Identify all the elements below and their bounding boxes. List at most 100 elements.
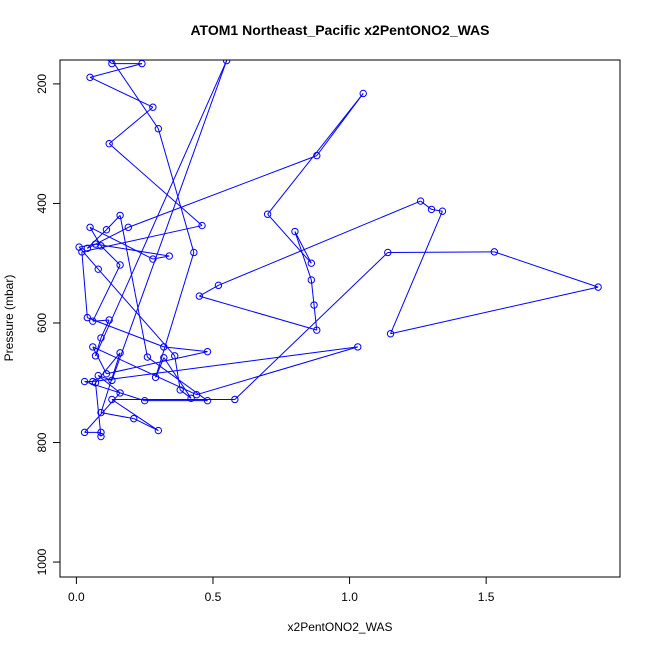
data-point [386, 330, 395, 338]
data-point [97, 428, 105, 437]
series-segment [87, 36, 95, 43]
data-point [151, 373, 160, 382]
series-segment [196, 346, 358, 396]
data-point [313, 326, 321, 334]
data-point [92, 33, 98, 39]
data-point [214, 281, 223, 290]
data-point [78, 248, 86, 256]
data-point [313, 151, 321, 160]
series-segment [294, 231, 312, 281]
data-point [354, 343, 362, 351]
series-segment [92, 346, 358, 383]
series-segment [390, 286, 599, 335]
data-point [80, 428, 89, 437]
series-segment [92, 346, 107, 375]
data-point [108, 376, 116, 385]
series-segment [95, 352, 121, 384]
data-point [97, 334, 105, 342]
series-segment [111, 60, 159, 130]
x-tick-label: 1.5 [478, 590, 495, 604]
series-segment [92, 264, 121, 322]
data-point [94, 371, 102, 380]
series-segment [106, 351, 208, 375]
data-point [154, 125, 163, 133]
data-point [195, 292, 204, 300]
data-point [291, 227, 299, 236]
y-axis: 200 400 600 800 1000 [35, 74, 60, 575]
series-segment [108, 106, 154, 145]
data-point [359, 89, 367, 98]
data-point [384, 248, 392, 257]
data-point [171, 352, 179, 360]
y-tick-label: 400 [35, 193, 49, 213]
data-point [83, 244, 92, 252]
data-point [310, 301, 318, 309]
data-point [160, 353, 168, 362]
series-segment [86, 229, 107, 249]
data-point [138, 60, 146, 68]
data-point [154, 426, 163, 435]
data-point [438, 207, 447, 215]
data-point [149, 103, 157, 111]
data-point [130, 414, 138, 423]
data-point [94, 265, 102, 273]
series-segment [81, 251, 88, 318]
series-segment [100, 412, 134, 420]
data-point [198, 221, 206, 230]
data-point [89, 317, 97, 325]
series-segment [89, 76, 154, 108]
series-segment [147, 356, 208, 402]
data-point [203, 347, 212, 356]
data-point [187, 394, 195, 402]
data-point [97, 408, 105, 417]
series-segment [431, 208, 443, 212]
series-segment [81, 225, 203, 253]
y-tick-label: 800 [35, 432, 49, 452]
series-segment [199, 295, 317, 331]
series-segment [155, 252, 195, 378]
series-segment [174, 355, 181, 391]
series-segment [157, 128, 195, 253]
series-segment [128, 155, 317, 228]
series-segment [390, 211, 443, 334]
series-segment [494, 251, 599, 288]
data-point [102, 226, 111, 234]
data-point [102, 370, 111, 378]
series-segment [100, 352, 121, 413]
data-point [190, 248, 198, 257]
data-point [231, 395, 239, 404]
series-segment [100, 245, 121, 266]
data-point [89, 343, 97, 351]
data-point [83, 313, 92, 322]
data-point [105, 316, 113, 324]
data-point [84, 40, 90, 46]
data-point [416, 197, 425, 205]
data-point [490, 248, 499, 256]
data-point [97, 432, 105, 441]
series-segment [111, 60, 228, 381]
data-point [143, 353, 152, 361]
data-point [192, 391, 201, 399]
y-tick-label: 200 [35, 74, 49, 94]
data-point [91, 352, 100, 360]
data-point [116, 349, 124, 357]
data-point [105, 139, 113, 148]
data-point [91, 379, 100, 387]
data-point [594, 283, 602, 291]
series-segment [218, 200, 421, 286]
series-segment [106, 60, 113, 64]
series-segment [111, 399, 159, 431]
series-segment [87, 317, 164, 348]
y-tick-label: 600 [35, 313, 49, 333]
data-point [307, 259, 316, 267]
x-axis: 0.0 0.5 1.0 1.5 [68, 577, 495, 604]
data-point [108, 395, 116, 404]
data-point [124, 223, 132, 232]
series-segment [267, 93, 364, 215]
series-segment [87, 226, 129, 249]
data-point [203, 396, 212, 405]
data-point [116, 389, 124, 397]
series-segment [163, 357, 192, 399]
series-layer [75, 33, 602, 441]
